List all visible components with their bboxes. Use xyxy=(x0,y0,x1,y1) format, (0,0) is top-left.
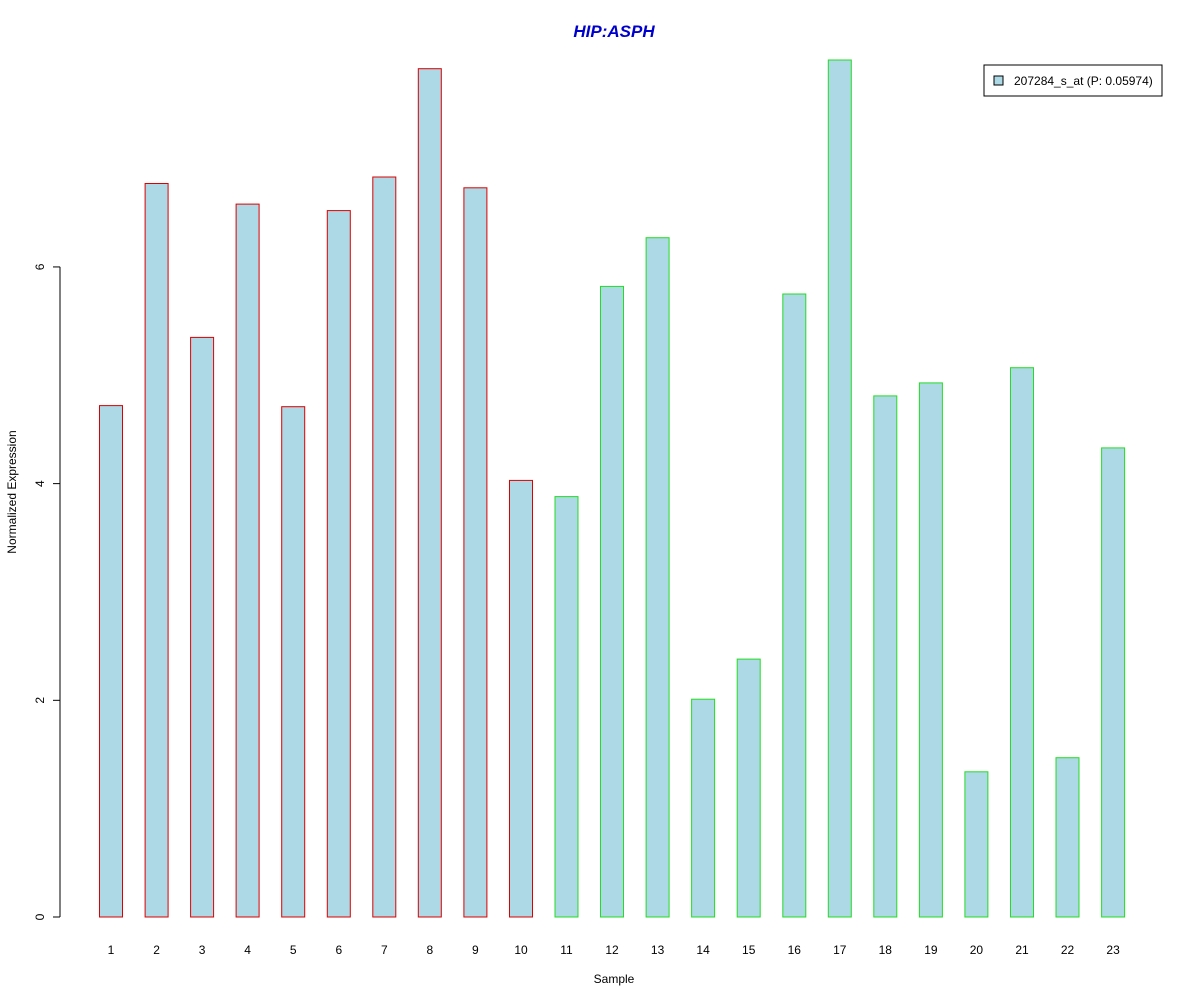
bar-sample-15 xyxy=(736,658,761,918)
x-tick-label: 23 xyxy=(1106,943,1120,957)
bar-sample-21 xyxy=(1010,367,1034,918)
x-tick-label: 11 xyxy=(560,943,573,957)
x-tick-labels: 1 2 3 4 5 6 7 8 9 10 11 12 13 14 15 16 17 18 19 20 21 22 23 xyxy=(108,943,1120,957)
bar-sample-13 xyxy=(645,237,670,918)
bar-sample-12 xyxy=(600,285,624,918)
bar-sample-17 xyxy=(827,59,852,918)
x-tick-label: 2 xyxy=(153,943,160,957)
bar-sample-3 xyxy=(190,336,215,918)
x-tick-label: 22 xyxy=(1061,943,1075,957)
bar-sample-18 xyxy=(873,395,898,918)
bar-sample-20 xyxy=(964,771,989,918)
y-tick-label: 2 xyxy=(33,697,47,704)
legend: 207284_s_at (P: 0.05974) xyxy=(983,64,1163,97)
x-tick-label: 19 xyxy=(924,943,938,957)
x-axis-label: Sample xyxy=(594,972,635,986)
bar-sample-10 xyxy=(509,479,533,918)
bar-sample-14 xyxy=(691,698,716,918)
x-tick-label: 12 xyxy=(605,943,619,957)
x-tick-label: 14 xyxy=(696,943,710,957)
legend-swatch xyxy=(993,75,1004,86)
y-tick-label: 0 xyxy=(33,913,47,920)
bar-sample-11 xyxy=(554,496,579,918)
bar-sample-4 xyxy=(235,203,260,918)
x-tick-label: 18 xyxy=(879,943,893,957)
x-tick-label: 13 xyxy=(651,943,665,957)
x-tick-label: 4 xyxy=(244,943,251,957)
x-tick-label: 7 xyxy=(381,943,388,957)
chart-title: HIP:ASPH xyxy=(573,22,655,41)
x-tick-label: 10 xyxy=(514,943,528,957)
bar-sample-5 xyxy=(281,406,306,918)
x-tick-label: 16 xyxy=(788,943,802,957)
bars-group xyxy=(99,59,1126,918)
bar-sample-2 xyxy=(144,183,169,918)
legend-box xyxy=(983,64,1163,97)
x-tick-label: 8 xyxy=(426,943,433,957)
bar-sample-8 xyxy=(417,68,442,918)
y-axis: 0 2 4 6 xyxy=(33,263,61,920)
bar-sample-7 xyxy=(372,176,397,918)
bar-sample-9 xyxy=(463,187,488,918)
x-tick-label: 1 xyxy=(108,943,115,957)
y-tick-label: 4 xyxy=(33,480,47,487)
bar-sample-1 xyxy=(99,405,123,918)
x-tick-label: 3 xyxy=(199,943,206,957)
x-tick-label: 9 xyxy=(472,943,479,957)
bar-sample-6 xyxy=(326,210,351,918)
bar-sample-23 xyxy=(1101,447,1126,918)
x-tick-label: 5 xyxy=(290,943,297,957)
bar-sample-19 xyxy=(918,382,943,918)
x-tick-label: 17 xyxy=(833,943,847,957)
bar-sample-16 xyxy=(782,293,807,918)
y-tick-label: 6 xyxy=(33,263,47,270)
x-tick-label: 6 xyxy=(335,943,342,957)
x-tick-label: 15 xyxy=(742,943,756,957)
x-tick-label: 21 xyxy=(1015,943,1029,957)
legend-label: 207284_s_at (P: 0.05974) xyxy=(1014,74,1153,88)
x-tick-label: 20 xyxy=(970,943,984,957)
bar-sample-22 xyxy=(1055,757,1080,918)
y-axis-label: Normalized Expression xyxy=(5,430,19,553)
